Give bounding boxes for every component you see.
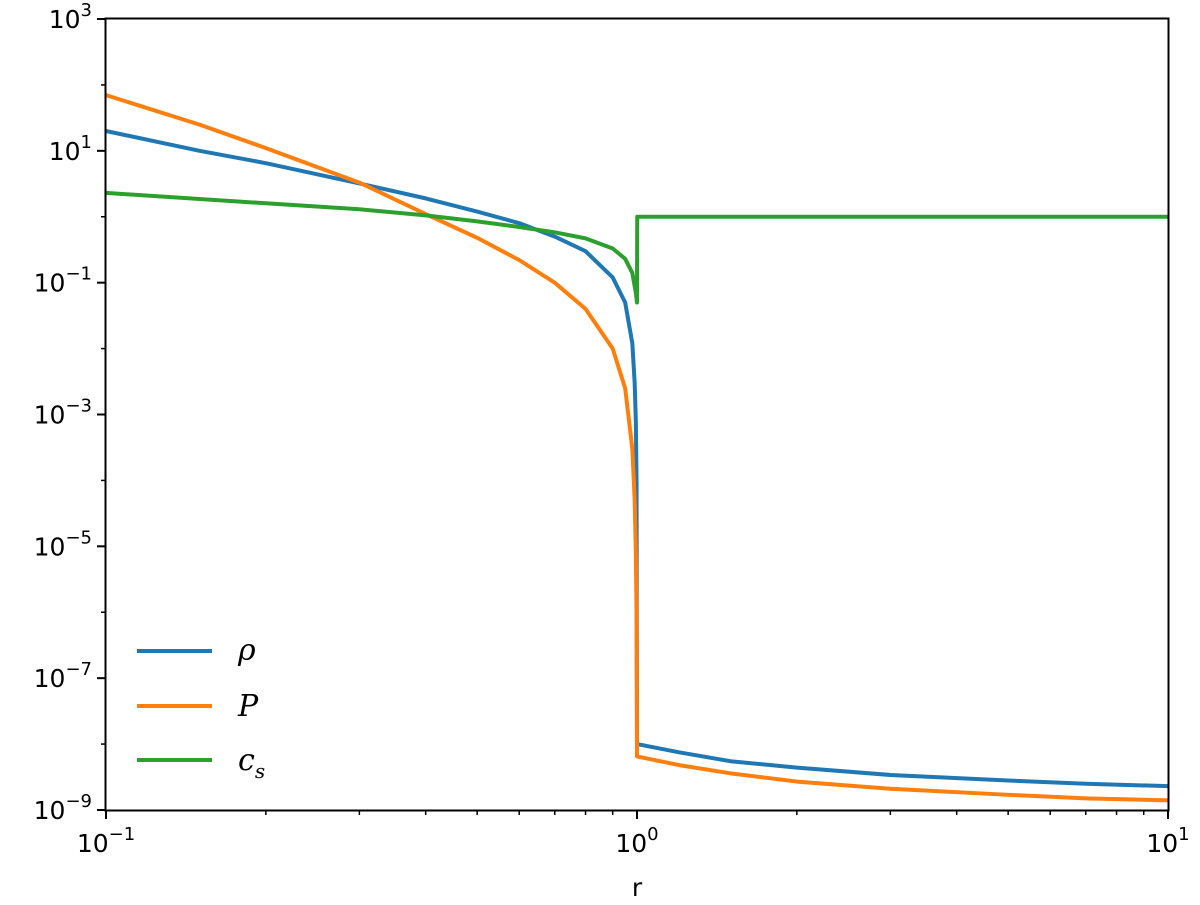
x-tick-label: 100 xyxy=(615,824,658,858)
legend-label-cs-sub: s xyxy=(255,759,265,783)
legend-label-rho: ρ xyxy=(237,633,256,668)
x-tick-label: 10−1 xyxy=(77,824,135,858)
x-tick-label: 101 xyxy=(1146,824,1189,858)
legend-label-cs-main: c xyxy=(238,743,255,778)
y-tick-label: 10−9 xyxy=(34,791,92,825)
x-axis-label: r xyxy=(632,873,643,902)
y-axis: 10−9 10−7 10−5 10−3 10−1 101 103 xyxy=(34,0,106,825)
y-tick-label: 10−1 xyxy=(34,264,92,298)
y-tick-label: 10−3 xyxy=(34,396,92,430)
y-tick-label: 10−7 xyxy=(34,659,92,693)
legend: ρ P cs xyxy=(137,633,265,783)
series-line-1 xyxy=(105,93,1169,803)
series-line-0 xyxy=(105,129,1169,789)
y-tick-label: 10−5 xyxy=(34,527,92,561)
series-group xyxy=(105,93,1169,803)
y-tick-label: 101 xyxy=(49,132,92,166)
legend-label-cs: cs xyxy=(238,743,265,783)
x-axis: 10−1 100 101 xyxy=(77,810,1190,858)
legend-label-p: P xyxy=(237,689,259,724)
y-tick-label: 103 xyxy=(49,0,92,34)
series-line-2 xyxy=(105,190,1168,305)
